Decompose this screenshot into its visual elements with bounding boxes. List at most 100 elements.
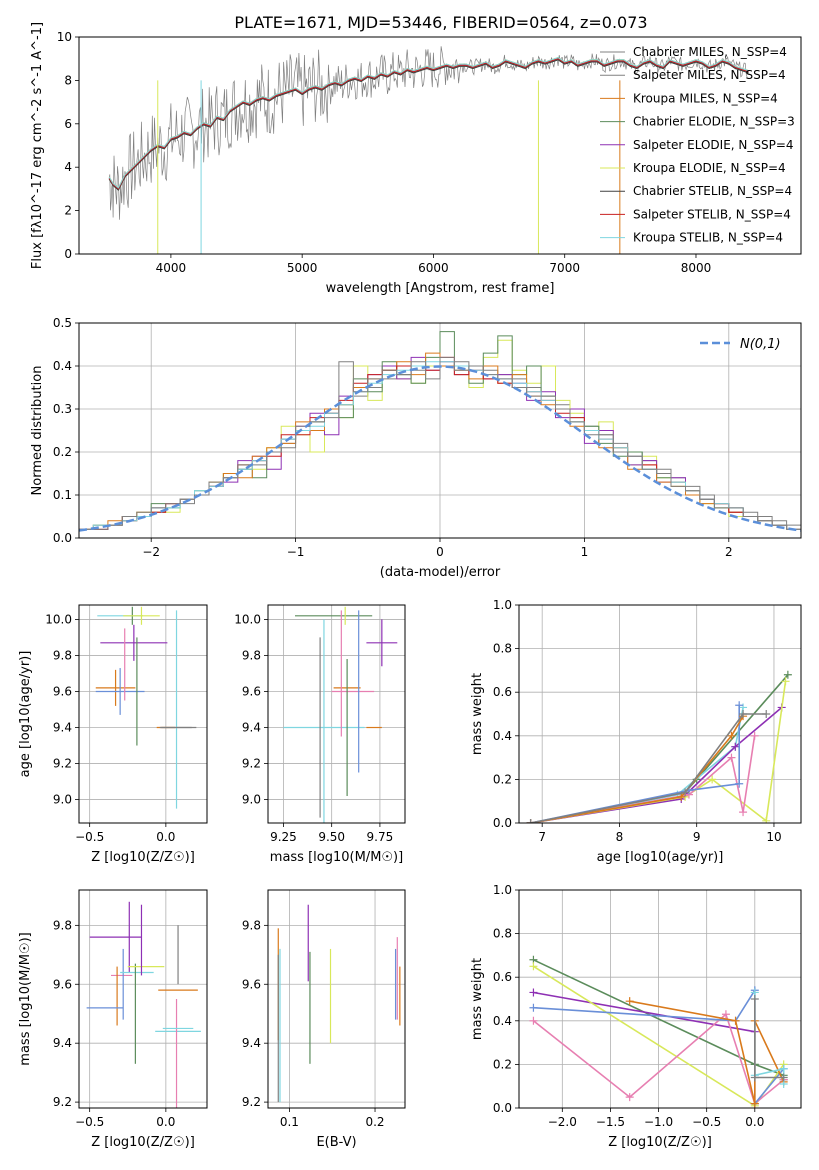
plus-marker xyxy=(781,677,790,686)
x-tick-label: −0.5 xyxy=(692,1115,721,1129)
y-tick-label: 0.3 xyxy=(53,402,72,416)
axes-frame xyxy=(267,604,406,824)
plus-marker xyxy=(625,1093,634,1102)
axes-frame xyxy=(267,889,406,1109)
y-tick-label: 9.2 xyxy=(53,1095,72,1109)
x-tick-label: −2 xyxy=(142,545,160,559)
panel-mass-vs-EBV: 0.1 0.2 9.2 9.4 9.6 9.8 E(B-V) xyxy=(242,889,406,1150)
x-tick-label: 0.0 xyxy=(156,830,175,844)
x-tick-label: 0.0 xyxy=(156,1115,175,1129)
plus-marker xyxy=(708,775,717,784)
y-tick-label: 0.8 xyxy=(493,927,512,941)
plot-area xyxy=(529,955,788,1108)
x-axis-label: (data-model)/error xyxy=(380,565,501,580)
plot-area xyxy=(86,901,201,1108)
plus-marker xyxy=(750,995,759,1003)
plus-marker xyxy=(762,710,771,718)
y-tick-label: 10 xyxy=(57,30,72,44)
x-tick-label: 9.25 xyxy=(270,830,297,844)
x-axis-label: age [log10(age/yr)] xyxy=(597,850,724,865)
y-tick-label: 0.2 xyxy=(493,1057,512,1071)
legend-label: Kroupa MILES, N_SSP=4 xyxy=(633,91,778,105)
model-spectrum-line xyxy=(108,57,749,189)
plus-marker xyxy=(731,1016,740,1025)
gaussian-curve xyxy=(79,365,801,532)
panel-age-vs-Z: −0.5 0.0 9.0 9.2 9.4 9.6 9.8 10.0 Z [log10(Z/Z☉)… xyxy=(18,604,208,865)
mass-weight-line xyxy=(533,991,755,1033)
axes-frame xyxy=(518,889,802,1109)
legend-label: N(0,1) xyxy=(740,337,781,352)
y-tick-label: 6 xyxy=(64,117,72,131)
y-tick-label: 1.0 xyxy=(493,883,512,897)
y-tick-label: 9.2 xyxy=(242,1095,261,1109)
y-tick-label: 9.8 xyxy=(53,648,72,662)
x-tick-label: 9.50 xyxy=(318,830,345,844)
x-tick-label: 1 xyxy=(581,545,589,559)
x-tick-label: 8 xyxy=(616,830,624,844)
x-tick-label: −2.0 xyxy=(548,1115,577,1129)
panel-age-vs-mass: 9.25 9.50 9.75 9.0 9.2 9.4 9.6 9.8 10.0 mass [log… xyxy=(234,604,406,865)
x-tick-label: 5000 xyxy=(287,261,318,275)
x-tick-label: 0.1 xyxy=(280,1115,299,1129)
x-tick-label: −1 xyxy=(287,545,305,559)
plus-marker xyxy=(750,1099,759,1108)
axes-frame xyxy=(78,36,802,255)
legend-label: Kroupa STELIB, N_SSP=4 xyxy=(633,231,783,245)
y-tick-label: 0.1 xyxy=(53,488,72,502)
y-tick-label: 1.0 xyxy=(493,598,512,612)
plus-marker xyxy=(739,710,748,718)
plus-marker xyxy=(779,1064,788,1073)
x-tick-label: 2 xyxy=(725,545,733,559)
legend-label: Salpeter MILES, N_SSP=4 xyxy=(633,68,786,82)
legend-label: Kroupa ELODIE, N_SSP=4 xyxy=(633,161,786,175)
plus-marker xyxy=(727,731,736,740)
panel-residual-histogram: −2 −1 0 1 2 0.0 0.1 0.2 0.3 0.4 0.5 (data-model)/er… xyxy=(30,316,802,580)
y-tick-label: 0.0 xyxy=(493,816,512,830)
x-tick-label: 8000 xyxy=(681,261,712,275)
plus-marker xyxy=(526,819,535,823)
x-tick-label: −0.5 xyxy=(75,1115,104,1129)
y-axis-label: Flux [fλ10^-17 erg cm^-2 s^-1 A^-1] xyxy=(30,22,45,269)
legend-label: Salpeter STELIB, N_SSP=4 xyxy=(633,207,791,221)
y-tick-label: 9.6 xyxy=(242,977,261,991)
legend-label: Chabrier MILES, N_SSP=4 xyxy=(633,45,787,59)
mass-weight-line xyxy=(530,713,767,823)
mass-weight-line xyxy=(530,715,744,823)
mass-weight-line xyxy=(530,681,787,823)
y-tick-label: 2 xyxy=(64,204,72,218)
plot-area xyxy=(108,46,749,254)
x-tick-label: 10 xyxy=(766,830,781,844)
x-axis-label: E(B-V) xyxy=(316,1135,356,1150)
axes-frame xyxy=(78,322,802,539)
plus-marker xyxy=(625,997,634,1006)
y-axis-label: Normed distribution xyxy=(30,366,45,496)
legend-label: Chabrier ELODIE, N_SSP=3 xyxy=(633,115,795,129)
plus-marker xyxy=(779,1073,788,1082)
figure-title: PLATE=1671, MJD=53446, FIBERID=0564, z=0… xyxy=(234,13,647,32)
plus-marker xyxy=(681,788,690,797)
y-axis-label: age [log10(age/yr)] xyxy=(18,651,33,778)
plus-marker xyxy=(529,1003,538,1012)
plus-marker xyxy=(731,742,740,751)
x-axis-label: Z [log10(Z/Z☉)] xyxy=(91,850,195,865)
plus-marker xyxy=(735,701,744,710)
x-axis-label: mass [log10(M/M☉)] xyxy=(270,850,403,865)
x-tick-label: −1.5 xyxy=(596,1115,625,1129)
y-axis-label: mass weight xyxy=(470,673,485,755)
axes-frame xyxy=(78,889,208,1109)
x-axis-label: Z [log10(Z/Z☉)] xyxy=(608,1135,712,1150)
plus-marker xyxy=(529,962,538,971)
y-tick-label: 9.2 xyxy=(53,757,72,771)
y-tick-label: 0.6 xyxy=(493,970,512,984)
x-tick-label: 0.0 xyxy=(745,1115,764,1129)
y-tick-label: 0 xyxy=(64,247,72,261)
y-tick-label: 0.4 xyxy=(53,359,72,373)
y-tick-label: 9.6 xyxy=(242,684,261,698)
plot-area xyxy=(79,331,801,538)
y-tick-label: 0.4 xyxy=(493,1014,512,1028)
axes-frame xyxy=(518,604,802,824)
x-tick-label: 0.2 xyxy=(365,1115,384,1129)
plus-marker xyxy=(529,1016,538,1025)
plus-marker xyxy=(721,1010,730,1019)
